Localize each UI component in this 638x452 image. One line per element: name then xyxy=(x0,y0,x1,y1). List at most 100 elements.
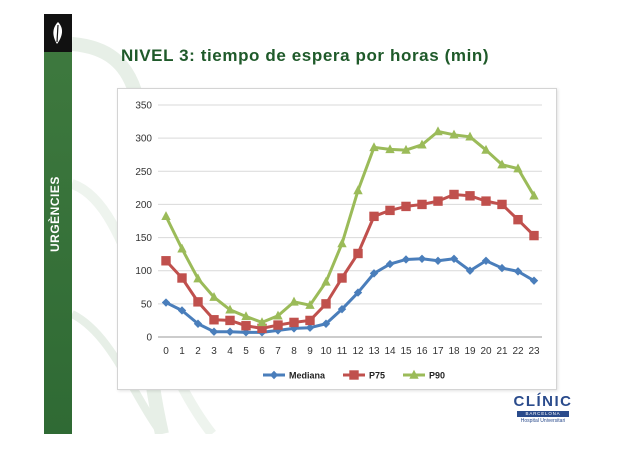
data-point-mediana xyxy=(161,298,171,307)
data-point-p90 xyxy=(417,139,427,149)
data-point-p75 xyxy=(241,321,251,331)
data-point-mediana xyxy=(177,306,187,315)
data-point-p90 xyxy=(497,159,507,169)
data-point-p90 xyxy=(225,304,235,314)
side-label: URGÈNCIES xyxy=(48,176,62,252)
data-point-p90 xyxy=(449,129,459,139)
data-point-p75 xyxy=(321,299,331,309)
y-tick-label: 150 xyxy=(135,233,152,244)
legend-label: Mediana xyxy=(289,371,326,381)
y-tick-label: 100 xyxy=(135,266,152,277)
data-point-p90 xyxy=(513,163,523,173)
data-point-p75 xyxy=(401,201,411,212)
data-point-p90 xyxy=(401,144,411,154)
data-point-p75 xyxy=(225,315,235,326)
hospital-logo xyxy=(44,14,72,52)
data-point-p75 xyxy=(369,211,379,222)
data-point-p75 xyxy=(273,320,283,330)
data-point-p75 xyxy=(161,256,171,266)
brand-city: BARCELONA xyxy=(517,411,569,417)
data-point-p90 xyxy=(321,276,331,286)
data-point-p75 xyxy=(289,317,299,328)
data-point-mediana xyxy=(417,254,427,263)
data-point-p75 xyxy=(353,248,363,259)
legend-item-p75: P75 xyxy=(343,370,385,381)
data-point-mediana xyxy=(497,263,507,273)
legend-label: P90 xyxy=(429,371,445,381)
data-point-p90 xyxy=(241,311,251,321)
data-point-p75 xyxy=(513,214,523,225)
data-point-p75 xyxy=(481,196,491,206)
data-point-p75 xyxy=(497,199,507,210)
data-point-p90 xyxy=(337,238,347,248)
y-tick-label: 200 xyxy=(135,200,152,211)
data-point-p90 xyxy=(209,292,219,301)
chart-frame: 0 50 100 150 200 250 300 350 0 1 2 3 4 5 6 7 8 9 10 11 12 13 1… xyxy=(117,88,557,390)
x-tick-label: 11 xyxy=(337,346,348,357)
data-point-p90 xyxy=(193,273,203,283)
sidebar-band xyxy=(44,14,72,434)
data-point-p90 xyxy=(289,296,299,306)
x-tick-label: 15 xyxy=(400,346,412,357)
legend-label: P75 xyxy=(369,371,385,381)
data-point-mediana xyxy=(465,266,475,275)
x-tick-label: 22 xyxy=(512,346,524,357)
x-tick-label: 16 xyxy=(416,346,428,357)
data-point-p75 xyxy=(465,191,475,201)
x-tick-label: 17 xyxy=(432,346,444,357)
data-point-p90 xyxy=(529,190,539,200)
data-point-p75 xyxy=(385,205,395,216)
data-point-p90 xyxy=(481,144,491,154)
x-tick-label: 10 xyxy=(320,346,332,357)
x-tick-label: 19 xyxy=(464,346,476,357)
data-point-p75 xyxy=(337,273,347,283)
data-point-p90 xyxy=(305,299,315,309)
x-tick-label: 7 xyxy=(275,346,281,357)
x-tick-label: 5 xyxy=(243,346,249,357)
x-tick-label: 4 xyxy=(227,346,233,357)
page-title: NIVEL 3: tiempo de espera por horas (min… xyxy=(121,46,490,65)
legend-marker xyxy=(349,370,359,380)
legend-marker xyxy=(409,369,419,379)
x-tick-label: 12 xyxy=(352,346,364,357)
data-point-p90 xyxy=(465,131,475,141)
y-tick-label: 50 xyxy=(141,299,153,310)
brand-subtitle: Hospital Universitari xyxy=(520,418,566,424)
data-point-mediana xyxy=(529,276,539,285)
data-point-p90 xyxy=(273,310,283,320)
x-tick-label: 23 xyxy=(528,346,540,357)
data-point-mediana xyxy=(353,288,363,297)
series-line-p90 xyxy=(164,130,536,324)
data-point-mediana xyxy=(369,269,379,278)
data-point-mediana xyxy=(449,254,459,263)
data-point-mediana xyxy=(513,267,523,276)
data-point-p90 xyxy=(385,144,395,154)
x-tick-label: 0 xyxy=(163,346,169,357)
x-tick-label: 20 xyxy=(480,346,492,357)
x-tick-label: 6 xyxy=(259,346,265,357)
data-point-mediana xyxy=(385,259,395,269)
legend-item-p90: P90 xyxy=(403,369,445,381)
legend-marker xyxy=(269,370,279,380)
x-tick-label: 21 xyxy=(496,346,508,357)
y-tick-label: 300 xyxy=(135,134,152,145)
x-tick-label: 13 xyxy=(368,346,380,357)
data-point-p90 xyxy=(369,142,379,152)
legend-item-mediana: Mediana xyxy=(263,371,326,381)
y-tick-label: 250 xyxy=(135,167,152,178)
data-point-p75 xyxy=(433,196,443,206)
brand-logo: CLÍNIC BARCELONA Hospital Universitari xyxy=(513,393,573,425)
data-point-p75 xyxy=(529,230,539,241)
data-point-mediana xyxy=(321,319,331,328)
data-point-p75 xyxy=(209,315,219,325)
x-tick-label: 1 xyxy=(179,346,185,357)
data-point-p75 xyxy=(177,273,187,283)
data-point-p90 xyxy=(353,185,363,195)
data-point-mediana xyxy=(481,256,491,265)
brand-name: CLÍNIC xyxy=(513,393,573,410)
data-point-p90 xyxy=(257,317,267,327)
x-tick-label: 3 xyxy=(211,346,217,357)
x-tick-label: 8 xyxy=(291,346,297,357)
data-point-p75 xyxy=(305,315,315,326)
